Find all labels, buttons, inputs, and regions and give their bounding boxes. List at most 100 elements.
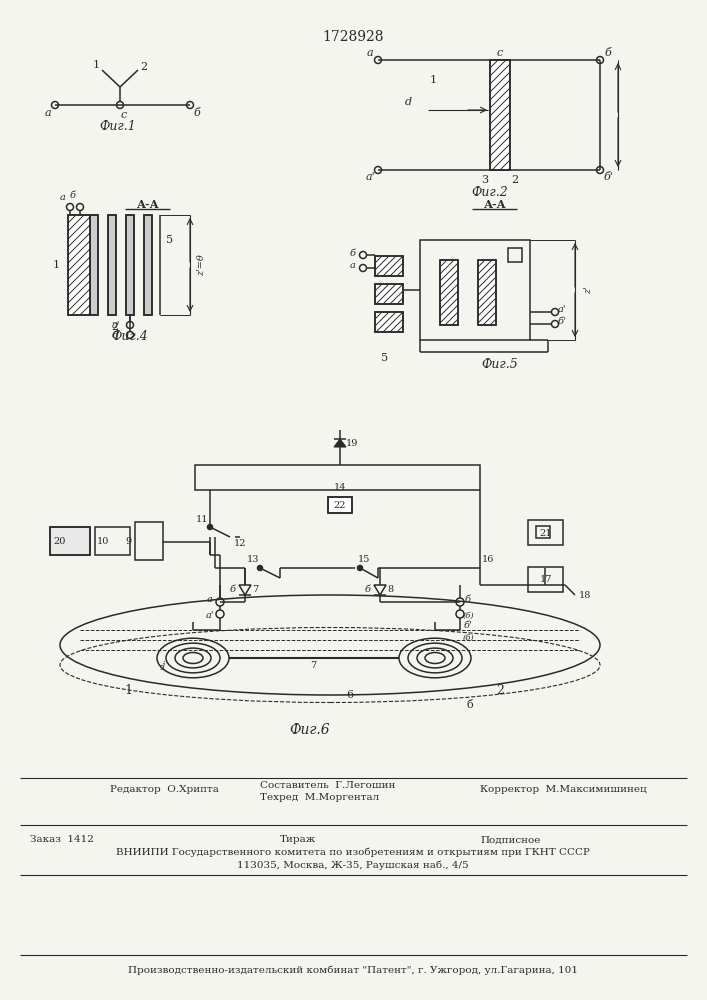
Text: Составитель  Г.Легошин: Составитель Г.Легошин [260, 780, 395, 790]
Text: 19: 19 [346, 438, 358, 448]
Text: а': а' [206, 610, 214, 619]
Circle shape [358, 566, 363, 570]
Text: 1: 1 [52, 260, 59, 270]
Bar [478, 260, 496, 325]
Text: Тираж: Тираж [280, 836, 316, 844]
Bar [328, 497, 352, 513]
Bar [490, 60, 510, 170]
Bar [108, 215, 116, 315]
Circle shape [207, 524, 213, 530]
Text: Фиг.1: Фиг.1 [100, 120, 136, 133]
Text: z': z' [585, 286, 593, 294]
Bar [420, 240, 530, 340]
Text: 13: 13 [247, 556, 259, 564]
Bar [50, 527, 90, 555]
Text: а': а' [366, 172, 375, 182]
Text: Техред  М.Моргентал: Техред М.Моргентал [260, 794, 379, 802]
Text: б': б' [112, 330, 120, 340]
Text: Подписное: Подписное [480, 836, 540, 844]
Text: 20: 20 [54, 538, 66, 546]
Text: 6: 6 [346, 690, 354, 700]
Text: А-А: А-А [484, 200, 506, 211]
Text: ВНИИПИ Государственного комитета по изобретениям и открытиям при ГКНТ СССР: ВНИИПИ Государственного комитета по изоб… [116, 847, 590, 857]
Text: Фиг.2: Фиг.2 [472, 186, 508, 198]
Text: 2: 2 [141, 62, 148, 72]
Text: 14: 14 [334, 483, 346, 491]
Text: а: а [367, 48, 373, 58]
Bar [375, 256, 403, 276]
Text: (б): (б) [462, 612, 474, 620]
Bar [195, 465, 480, 490]
Bar [68, 215, 90, 315]
Text: d: d [404, 97, 411, 107]
Text: 21: 21 [539, 528, 552, 538]
Text: б': б' [603, 172, 613, 182]
Text: 22: 22 [334, 500, 346, 510]
Text: Заказ  1412: Заказ 1412 [30, 836, 94, 844]
Polygon shape [334, 439, 346, 447]
Text: Фиг.4: Фиг.4 [112, 330, 148, 344]
Bar [440, 260, 458, 325]
Bar [536, 526, 550, 538]
Text: 12: 12 [234, 538, 246, 548]
Circle shape [257, 566, 262, 570]
Text: 1: 1 [124, 684, 132, 696]
Text: z'=θ: z'=θ [197, 254, 206, 276]
Text: 5: 5 [382, 353, 389, 363]
Text: б': б' [558, 318, 566, 326]
Text: а: а [45, 108, 52, 118]
Text: 1728928: 1728928 [322, 30, 384, 44]
Text: б: б [194, 108, 200, 118]
Bar [375, 284, 403, 304]
Text: 15: 15 [358, 556, 370, 564]
Text: Производственно-издательский комбинат "Патент", г. Ужгород, ул.Гагарина, 101: Производственно-издательский комбинат "П… [128, 965, 578, 975]
Text: 7: 7 [252, 585, 258, 594]
Text: б: б [467, 700, 474, 710]
Bar [375, 256, 403, 276]
Text: с: с [121, 110, 127, 120]
Bar [328, 497, 352, 513]
Text: 113035, Москва, Ж-35, Раушская наб., 4/5: 113035, Москва, Ж-35, Раушская наб., 4/5 [237, 860, 469, 870]
Text: 2: 2 [112, 322, 119, 332]
Text: Фиг.5: Фиг.5 [481, 359, 518, 371]
Text: 11: 11 [196, 514, 209, 524]
Bar [144, 215, 152, 315]
Bar [375, 284, 403, 304]
Bar [108, 215, 116, 315]
Text: 16: 16 [481, 556, 494, 564]
Bar [135, 522, 163, 560]
Text: 10: 10 [97, 538, 109, 546]
Text: (б): (б) [462, 634, 474, 642]
Bar [90, 215, 98, 315]
Text: 5: 5 [166, 235, 173, 245]
Bar [375, 312, 403, 332]
Bar [478, 260, 496, 325]
Text: а': а' [558, 306, 566, 314]
Text: а: а [207, 595, 213, 604]
Bar [95, 527, 130, 555]
Text: 9: 9 [125, 538, 131, 546]
Text: 1: 1 [429, 75, 436, 85]
Text: 18: 18 [579, 590, 591, 599]
Bar [126, 215, 134, 315]
Text: -j: -j [160, 662, 166, 670]
Text: б: б [365, 585, 371, 594]
Text: б: б [465, 595, 471, 604]
Text: б: б [230, 585, 236, 594]
Text: А-А: А-А [136, 200, 159, 211]
Text: а': а' [112, 320, 120, 330]
Bar [528, 520, 563, 545]
Text: Редактор  О.Хрипта: Редактор О.Хрипта [110, 786, 219, 794]
Text: Корректор  М.Максимишинец: Корректор М.Максимишинец [480, 786, 647, 794]
Text: б': б' [464, 621, 472, 631]
Bar [440, 260, 458, 325]
Text: Фиг.6: Фиг.6 [290, 723, 330, 737]
Text: 2: 2 [511, 175, 518, 185]
Text: 3: 3 [481, 175, 489, 185]
Bar [375, 312, 403, 332]
Text: б: б [350, 248, 356, 257]
Bar [50, 527, 90, 555]
Bar [144, 215, 152, 315]
Text: 7: 7 [310, 660, 316, 670]
Bar [126, 215, 134, 315]
